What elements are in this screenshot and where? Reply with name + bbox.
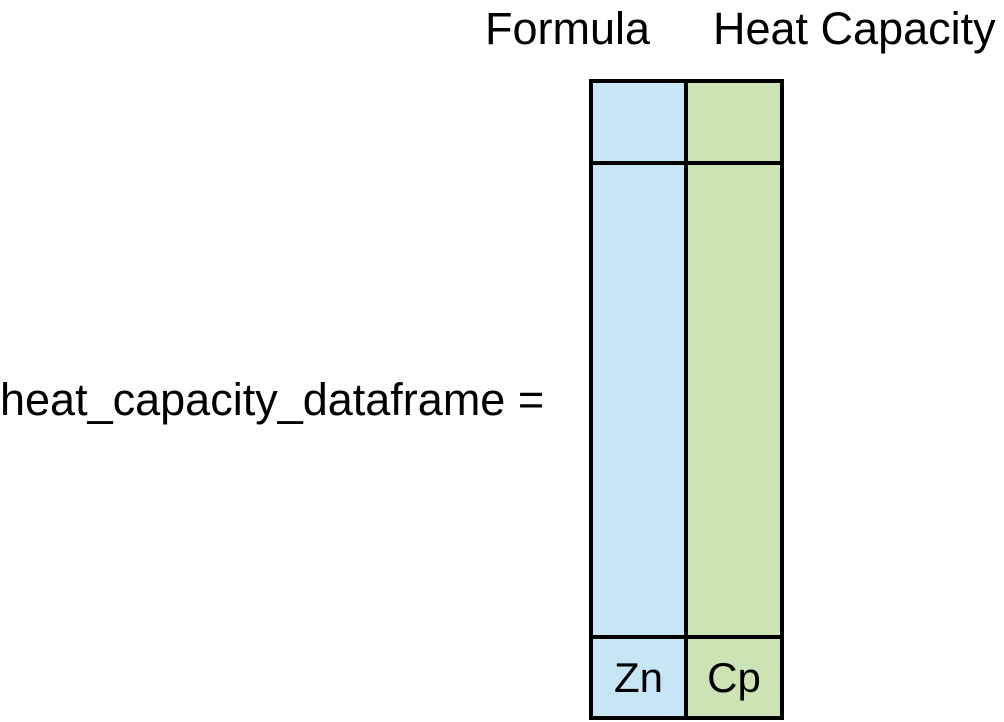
formula-value-cell: Zn <box>613 653 663 701</box>
heat-capacity-column-header: Heat Capacity <box>713 3 996 54</box>
heat-capacity-header-cell <box>688 83 780 165</box>
heat-capacity-value-cell: Cp <box>707 653 761 701</box>
heat-capacity-body-cell <box>688 165 780 639</box>
heat-capacity-column: Cp <box>688 83 780 716</box>
dataframe-table: Zn Cp <box>589 79 784 720</box>
dataframe-assignment-label: heat_capacity_dataframe = <box>0 374 545 425</box>
formula-column-header: Formula <box>485 3 651 54</box>
formula-header-cell <box>593 83 684 165</box>
formula-column: Zn <box>593 83 688 716</box>
formula-body-cell <box>593 165 684 639</box>
